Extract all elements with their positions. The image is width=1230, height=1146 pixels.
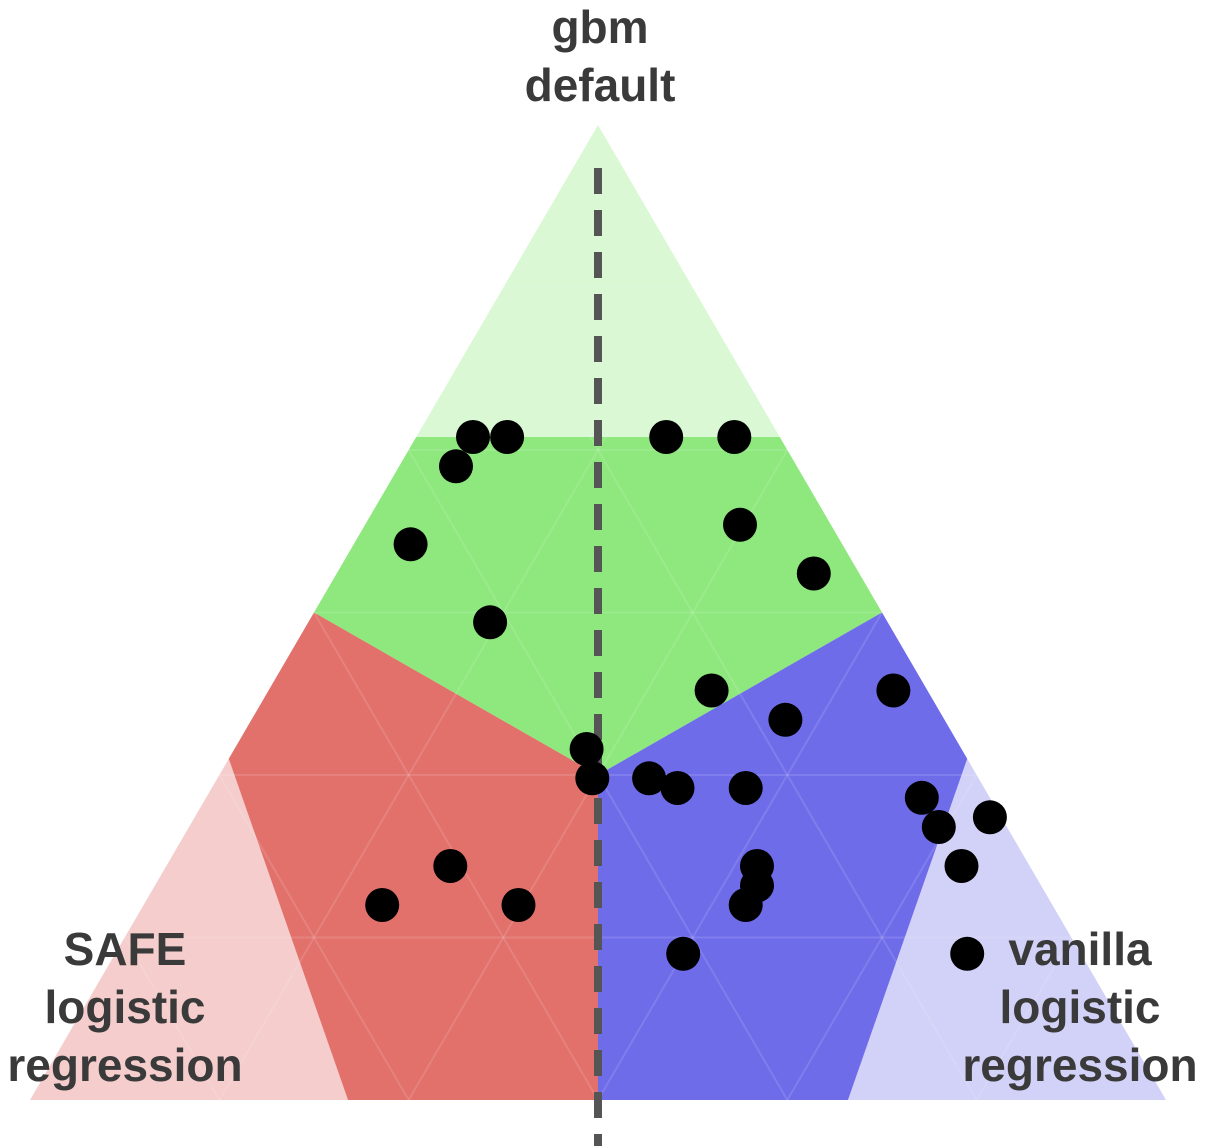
vertex-label-left-line-2: logistic <box>44 981 206 1033</box>
vertex-label-left-line-1: SAFE <box>63 923 187 975</box>
grid-line <box>218 774 410 1100</box>
data-point-5 <box>473 605 508 640</box>
ternary-grid <box>123 286 1073 1100</box>
vertex-label-right-line-1: vanilla <box>1008 923 1152 975</box>
data-point-27 <box>365 888 400 922</box>
data-point-26 <box>433 849 468 883</box>
vertex-label-top-line-1: gbm <box>551 1 649 53</box>
vertex-label-left-line-3: regression <box>7 1039 243 1091</box>
grid-line <box>975 936 1073 1100</box>
data-point-12 <box>876 673 911 708</box>
grid-line <box>123 936 221 1100</box>
data-point-4 <box>393 527 428 562</box>
data-point-18 <box>972 800 1007 835</box>
data-point-1 <box>456 420 490 454</box>
region-core-safe-logistic <box>228 612 599 1100</box>
data-point-19 <box>575 761 610 796</box>
data-point-20 <box>944 849 979 883</box>
data-point-13 <box>569 732 604 766</box>
region-core-vanilla-logistic <box>598 612 968 1100</box>
vertex-label-right: vanilla logistic regression <box>950 920 1210 1094</box>
grid-line <box>597 611 883 1100</box>
data-point-24 <box>666 936 701 971</box>
data-point-15 <box>728 771 763 805</box>
vertex-label-right-line-2: logistic <box>999 981 1161 1033</box>
data-point-25 <box>950 936 985 971</box>
data-point-2 <box>490 420 525 454</box>
data-point-8 <box>723 507 757 542</box>
data-point-29 <box>921 810 956 844</box>
data-point-6 <box>649 420 684 454</box>
data-point-11 <box>768 702 803 737</box>
vertex-label-top-line-2: default <box>524 59 676 111</box>
grid-line <box>218 286 694 1100</box>
data-point-9 <box>796 556 831 591</box>
data-point-28 <box>501 888 536 922</box>
data-points <box>365 420 1007 971</box>
vertex-label-left: SAFE logistic regression <box>0 920 250 1094</box>
data-point-3 <box>439 449 473 484</box>
data-point-23 <box>728 888 763 922</box>
data-point-10 <box>694 673 729 708</box>
data-point-7 <box>717 420 752 454</box>
data-point-14 <box>632 761 667 796</box>
vertex-label-right-line-3: regression <box>962 1039 1198 1091</box>
vertex-label-top: gbm default <box>450 0 750 114</box>
data-point-17 <box>904 780 939 815</box>
data-point-16 <box>660 771 695 805</box>
grid-line <box>502 286 978 1100</box>
